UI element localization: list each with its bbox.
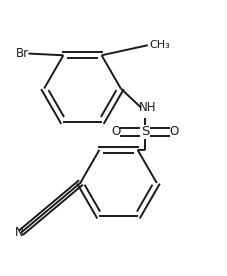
Text: NH: NH [138,101,155,114]
Text: O: O [168,125,178,139]
Text: Br: Br [16,47,29,60]
Text: CH₃: CH₃ [148,40,169,50]
Text: S: S [140,125,149,139]
Text: N: N [15,226,24,239]
Text: O: O [111,125,120,139]
